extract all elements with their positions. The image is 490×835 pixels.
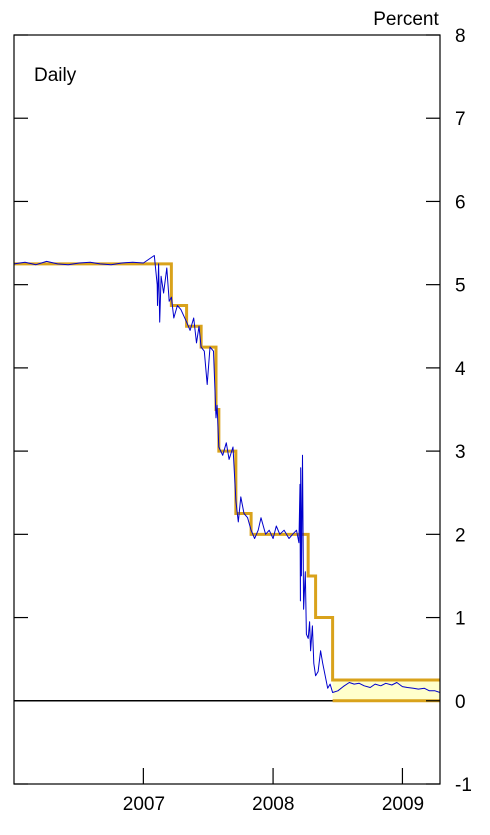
x-tick-label: 2009 bbox=[382, 794, 424, 815]
y-tick-label: 1 bbox=[455, 609, 466, 630]
y-tick-label: 7 bbox=[455, 109, 466, 130]
target-range-band-layer bbox=[332, 679, 440, 701]
effective-rate-layer bbox=[13, 255, 441, 693]
y-tick-label: 4 bbox=[455, 359, 466, 380]
y-ticks: -1 0 1 2 3 4 5 6 7 8 bbox=[14, 26, 472, 796]
y-tick-label: 6 bbox=[455, 192, 466, 213]
y-tick-label: 5 bbox=[455, 276, 466, 297]
plot-frame bbox=[13, 34, 441, 785]
y-tick-label: -1 bbox=[455, 775, 472, 796]
frequency-label: Daily bbox=[34, 65, 77, 86]
x-ticks: 2007 2008 2009 bbox=[123, 768, 424, 815]
y-tick-label: 2 bbox=[455, 525, 466, 546]
unit-label: Percent bbox=[373, 9, 439, 30]
y-tick-label: 3 bbox=[455, 442, 466, 463]
x-tick-label: 2007 bbox=[123, 794, 165, 815]
target-range-band bbox=[332, 679, 440, 701]
y-tick-label: 8 bbox=[455, 26, 466, 47]
effective-rate-line bbox=[13, 255, 441, 693]
y-tick-label: 0 bbox=[455, 692, 466, 713]
x-tick-label: 2008 bbox=[252, 794, 294, 815]
